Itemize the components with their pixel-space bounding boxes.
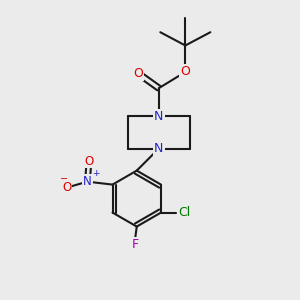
Text: N: N	[154, 142, 164, 155]
Text: O: O	[133, 67, 143, 80]
Text: F: F	[132, 238, 139, 251]
Text: O: O	[180, 65, 190, 79]
Text: N: N	[83, 175, 92, 188]
Text: +: +	[92, 169, 99, 178]
Text: O: O	[84, 154, 94, 167]
Text: −: −	[60, 174, 68, 184]
Text: N: N	[154, 110, 164, 123]
Text: Cl: Cl	[178, 206, 191, 219]
Text: O: O	[62, 181, 71, 194]
